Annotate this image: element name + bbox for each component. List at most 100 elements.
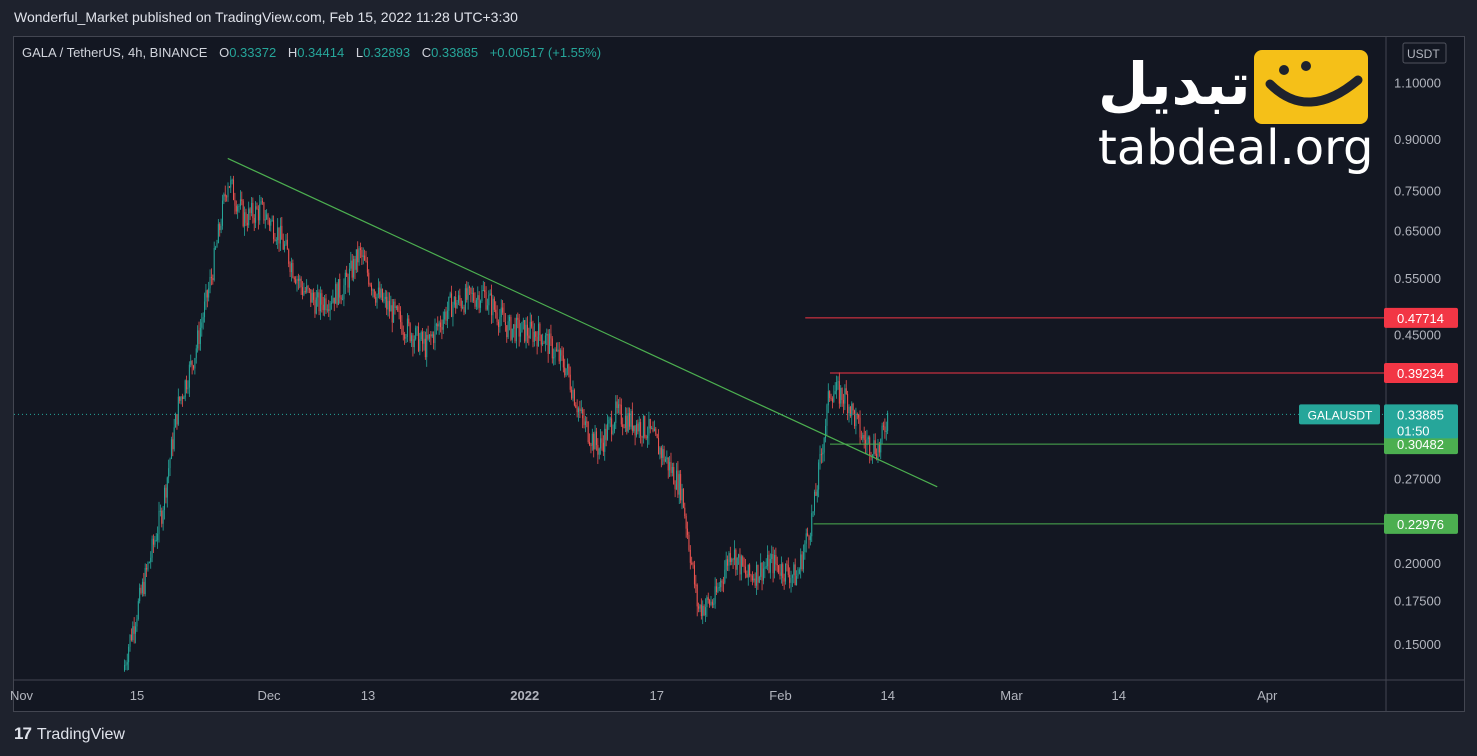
candle-body [420, 332, 422, 340]
candle-body [481, 290, 483, 302]
candle-body [575, 405, 577, 408]
candle-body [633, 425, 635, 431]
watermark-latin: tabdeal.org [1098, 120, 1374, 176]
chart-frame[interactable] [13, 36, 1465, 712]
candle-body [859, 417, 861, 438]
candle-body [198, 330, 200, 344]
resistance-level-tag [1384, 307, 1458, 328]
candle-body [353, 258, 355, 278]
candle-body [315, 297, 317, 314]
candle-body [235, 205, 237, 212]
candle-body [555, 349, 557, 351]
candle-body [469, 286, 470, 288]
candle-body [412, 335, 414, 348]
candle-body [448, 296, 450, 311]
candle-body [717, 587, 719, 593]
candle-body [165, 487, 167, 498]
candle-body [578, 408, 580, 413]
candle-body [785, 563, 787, 582]
candle-body [739, 554, 741, 575]
candle-body [707, 597, 709, 601]
candle-body [337, 279, 339, 305]
candle-body [340, 297, 342, 300]
candle-body [253, 217, 255, 223]
candle-body [364, 255, 366, 261]
candle-body [173, 427, 175, 450]
candle-body [814, 491, 815, 512]
candle-body [754, 578, 756, 586]
candle-body [393, 301, 395, 323]
price-axis: 1.10000 0.90000 0.75000 0.65000 0.55000 0.450… [1299, 37, 1458, 711]
candle-body [696, 584, 698, 607]
candle-body [568, 364, 570, 375]
candle-body [474, 300, 476, 307]
candle-body [268, 219, 270, 226]
candle-body [695, 584, 697, 586]
symbol-tag-label: GALAUSDT [1308, 408, 1373, 422]
candle-body [629, 413, 631, 427]
candle-body [765, 566, 767, 568]
candle-body [812, 511, 814, 514]
candle-body [409, 323, 411, 342]
candle-body [369, 284, 371, 286]
candle-body [346, 272, 348, 277]
candle-body [818, 462, 820, 490]
candle-body [459, 295, 461, 301]
candle-body [704, 607, 706, 616]
candle-body [191, 360, 193, 366]
candle-body [673, 466, 675, 485]
tradingview-brand[interactable]: 17 TradingView [14, 724, 125, 744]
candle-body [130, 634, 132, 641]
candle-body [749, 564, 751, 576]
candle-body [485, 292, 487, 310]
candle-body [884, 426, 886, 432]
candle-body [415, 327, 417, 340]
candle-body [554, 349, 556, 358]
candle-body [362, 255, 364, 257]
candle-body [881, 425, 883, 440]
candle-body [586, 421, 588, 423]
candle-body [533, 331, 535, 342]
candle-body [524, 320, 526, 342]
candle-body [648, 419, 650, 436]
candle-body [549, 333, 551, 354]
candle-body [299, 278, 301, 281]
candle-body [136, 619, 138, 627]
candle-body [758, 576, 760, 583]
candle-body [234, 199, 236, 206]
annotation-layer [14, 157, 1386, 525]
candle-body [262, 201, 263, 203]
candle-body [591, 433, 593, 446]
candle-body [226, 196, 228, 198]
candle-body [732, 559, 734, 561]
candle-body [670, 462, 672, 473]
candle-body [172, 439, 174, 450]
candle-body [333, 297, 335, 304]
candle-body [413, 339, 415, 348]
candle-body [426, 334, 428, 358]
candle-body [746, 574, 748, 578]
candle-body [177, 396, 179, 425]
candle-body [529, 321, 531, 339]
candle-body [532, 326, 534, 342]
candle-body [590, 444, 592, 446]
candle-body [366, 261, 368, 273]
tabdeal-logo-icon [1254, 50, 1368, 124]
candle-body [493, 298, 495, 310]
candle-body [431, 334, 433, 337]
candle-body [433, 334, 435, 343]
candle-body [492, 298, 494, 316]
candle-body [867, 437, 869, 439]
candle-body [798, 569, 800, 574]
candle-body [275, 240, 277, 242]
time-tick-label: 14 [1112, 688, 1126, 703]
candle-body [190, 360, 192, 365]
candle-body [406, 318, 408, 338]
candle-body [387, 300, 389, 310]
candle-body [411, 335, 413, 342]
candle-body [613, 422, 615, 431]
candle-body [273, 220, 275, 239]
candle-body [854, 410, 856, 426]
candle-body [486, 305, 488, 310]
